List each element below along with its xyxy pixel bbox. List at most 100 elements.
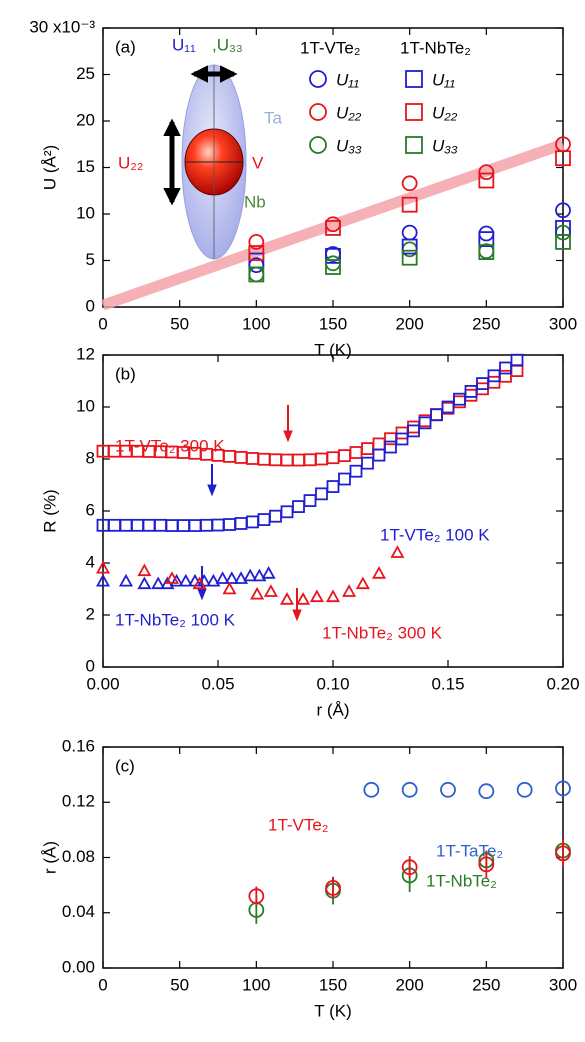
point xyxy=(233,571,249,584)
point xyxy=(303,453,317,467)
legend-label: U₃₃ xyxy=(336,136,362,155)
point xyxy=(95,573,111,587)
y-tick-label: 6 xyxy=(86,500,95,519)
y-tick-label: 0 xyxy=(86,296,95,315)
point xyxy=(464,388,478,402)
point xyxy=(263,584,278,597)
point xyxy=(478,856,495,873)
point xyxy=(142,518,156,532)
legend-marker xyxy=(405,103,423,121)
series-label: 1T-VTe₂ xyxy=(268,815,328,834)
point xyxy=(555,202,571,219)
point xyxy=(487,375,501,389)
point xyxy=(246,515,259,529)
point xyxy=(118,573,134,587)
y-tick-label: 10 xyxy=(76,203,95,222)
point xyxy=(510,353,524,367)
y-tick-label: 10 xyxy=(76,396,95,415)
series-label: 1T-NbTe₂ 300 K xyxy=(322,623,443,642)
point xyxy=(137,563,152,577)
point xyxy=(361,456,374,470)
point xyxy=(108,518,121,532)
point xyxy=(338,449,351,463)
y-tick-label: 0.04 xyxy=(62,902,95,921)
point xyxy=(478,244,495,261)
point xyxy=(407,420,420,434)
legend-marker xyxy=(309,70,327,88)
point xyxy=(476,377,489,391)
point xyxy=(248,266,265,283)
annotation: Nb xyxy=(244,192,266,211)
point xyxy=(384,440,397,454)
x-tick-label: 0.00 xyxy=(86,674,119,693)
point xyxy=(269,509,282,523)
point xyxy=(478,225,495,242)
y-axis-label: U (Å²) xyxy=(40,145,59,190)
annotation: Ta xyxy=(264,108,283,127)
annotation: U₁₁ xyxy=(172,35,196,54)
point xyxy=(137,576,152,590)
point xyxy=(401,175,418,192)
point xyxy=(361,442,374,456)
annotation: V xyxy=(252,153,264,172)
point xyxy=(555,780,571,797)
legend-marker xyxy=(405,70,423,88)
point xyxy=(234,517,248,530)
x-axis-label: T (K) xyxy=(314,1001,351,1020)
legend-label: U₁₁ xyxy=(336,70,359,89)
y-tick-label: 4 xyxy=(86,552,95,571)
y-tick-label: 25 xyxy=(76,64,95,83)
legend-label: U₂₂ xyxy=(336,103,362,122)
point xyxy=(510,364,524,378)
point xyxy=(478,231,495,248)
point xyxy=(252,568,267,582)
series-label: 1T-NbTe₂ 100 K xyxy=(115,610,236,629)
y-tick-label: 0 xyxy=(86,656,95,675)
y-tick-label: 8 xyxy=(86,448,95,467)
x-tick-label: 250 xyxy=(472,314,500,333)
y-tick-label: 5 xyxy=(86,250,95,269)
point xyxy=(131,518,144,532)
point xyxy=(363,781,380,798)
point xyxy=(222,581,237,595)
point xyxy=(372,437,386,451)
point xyxy=(478,172,495,189)
point xyxy=(401,781,418,798)
point xyxy=(164,571,180,584)
point xyxy=(325,589,341,603)
legend-marker xyxy=(309,136,327,154)
x-tick-label: 150 xyxy=(319,975,347,994)
point xyxy=(223,449,236,463)
x-tick-label: 100 xyxy=(242,314,270,333)
point xyxy=(224,571,239,584)
point xyxy=(401,238,418,255)
x-tick-label: 0 xyxy=(98,314,107,333)
legend-label: U₂₂ xyxy=(432,103,458,122)
y-tick-label: 0.16 xyxy=(62,736,95,755)
point xyxy=(246,452,259,465)
y-tick-label: 0.08 xyxy=(62,847,95,866)
point xyxy=(257,513,271,526)
x-tick-label: 300 xyxy=(549,314,577,333)
point xyxy=(243,568,258,582)
point xyxy=(280,453,294,467)
point xyxy=(280,505,294,519)
point xyxy=(200,518,213,532)
point xyxy=(151,576,166,590)
point xyxy=(464,384,478,398)
point xyxy=(555,150,571,167)
point xyxy=(325,879,341,896)
point xyxy=(248,245,265,261)
point xyxy=(355,576,370,590)
point xyxy=(487,369,501,383)
point xyxy=(349,464,363,478)
point xyxy=(315,487,328,501)
point xyxy=(372,448,386,462)
point xyxy=(401,196,418,213)
point xyxy=(326,451,340,465)
point xyxy=(430,408,443,421)
y-tick-label: 2 xyxy=(86,604,95,623)
point xyxy=(154,518,167,532)
point xyxy=(390,545,405,558)
y-tick-label: 20 xyxy=(76,110,95,129)
